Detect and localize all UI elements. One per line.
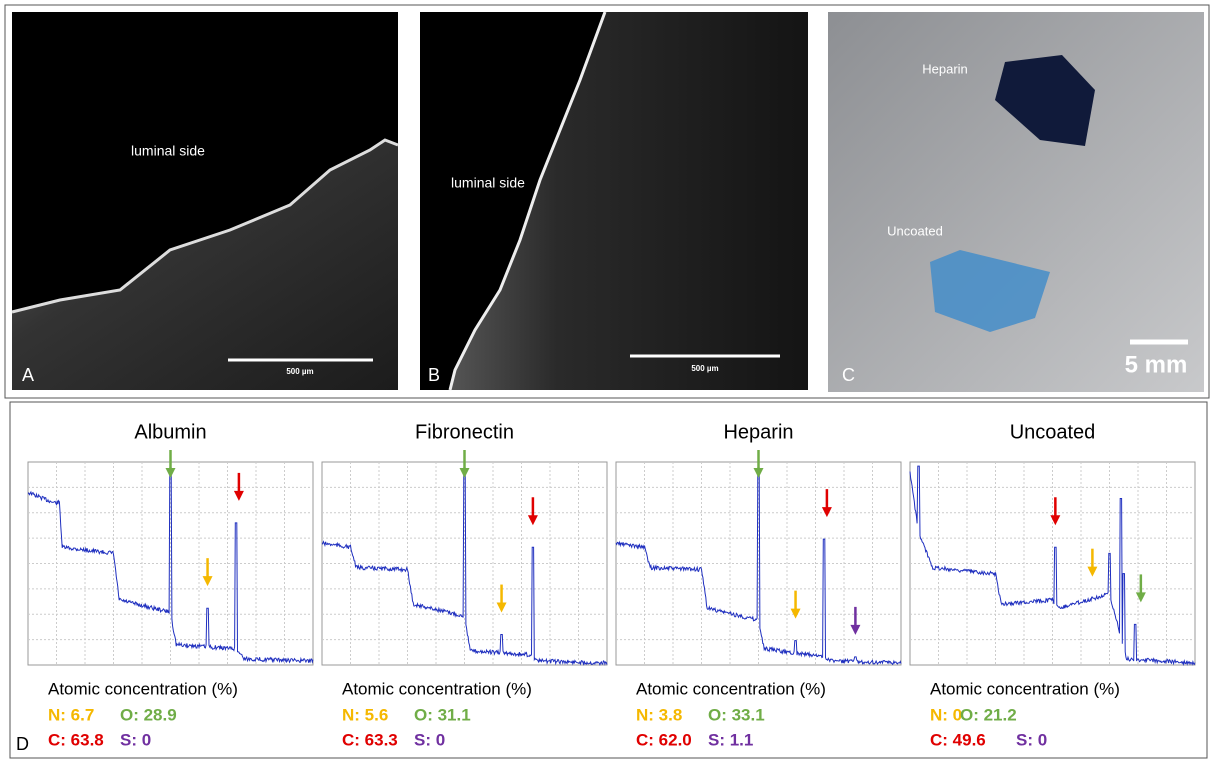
top-frame (4, 4, 1210, 399)
s-value: S: 0 (120, 730, 151, 749)
spectrum-title: Uncoated (1010, 421, 1096, 443)
sample-label: Heparin (922, 61, 968, 76)
s-value: S: 1.1 (708, 730, 753, 749)
spectra: Albumin Atomic concentration (%) N: 6.7 O: … (27, 421, 1196, 749)
n-value: N: 6.7 (48, 705, 94, 724)
tissue-edge-a (11, 138, 399, 314)
arrow-head (1050, 515, 1061, 526)
concentration-heading: Atomic concentration (%) (48, 679, 238, 698)
sample-label: Uncoated (887, 223, 943, 238)
concentration-heading: Atomic concentration (%) (342, 679, 532, 698)
tissue-b (450, 12, 808, 390)
c-value: C: 63.8 (48, 730, 104, 749)
c-value: C: 62.0 (636, 730, 692, 749)
c-value: C: 49.6 (930, 730, 986, 749)
panel-label: C (842, 365, 855, 385)
arrow-head (165, 468, 176, 478)
scale-label: 500 µm (691, 364, 718, 373)
panel-d-frame (9, 401, 1208, 759)
arrow-head (233, 490, 244, 501)
panel-label: B (428, 365, 440, 385)
arrow-head (753, 468, 764, 478)
arrow-head (821, 507, 832, 518)
panel-label: D (16, 734, 29, 754)
arrow-head (850, 624, 861, 635)
o-value: O: 21.2 (960, 705, 1017, 724)
heparin-sample (995, 55, 1095, 146)
concentration-heading: Atomic concentration (%) (636, 679, 826, 698)
n-value: N: 3.8 (636, 705, 682, 724)
s-value: S: 0 (1016, 730, 1047, 749)
spectrum-line (909, 465, 1196, 667)
arrow-head (459, 468, 470, 478)
arrow-head (496, 602, 507, 613)
c-value: C: 63.3 (342, 730, 398, 749)
o-value: O: 33.1 (708, 705, 765, 724)
arrow-head (527, 515, 538, 526)
o-value: O: 31.1 (414, 705, 471, 724)
arrow-head (1135, 592, 1146, 603)
panel-label: A (22, 365, 34, 385)
arrow-head (790, 608, 801, 619)
n-value: N: 0 (930, 705, 962, 724)
spectrum-title: Heparin (723, 421, 793, 443)
o-value: O: 28.9 (120, 705, 177, 724)
spectrum-title: Fibronectin (415, 421, 514, 443)
s-value: S: 0 (414, 730, 445, 749)
annotation: luminal side (451, 175, 525, 191)
tissue-a (12, 140, 398, 390)
arrow-head (1087, 566, 1098, 577)
arrow-head (202, 576, 213, 587)
scale-label: 5 mm (1125, 351, 1188, 378)
n-value: N: 5.6 (342, 705, 388, 724)
tissue-edge-b (448, 11, 607, 391)
uncoated-sample (930, 250, 1050, 332)
annotation: luminal side (131, 143, 205, 159)
scale-label: 500 µm (286, 367, 313, 376)
concentration-heading: Atomic concentration (%) (930, 679, 1120, 698)
spectrum-title: Albumin (134, 421, 206, 443)
